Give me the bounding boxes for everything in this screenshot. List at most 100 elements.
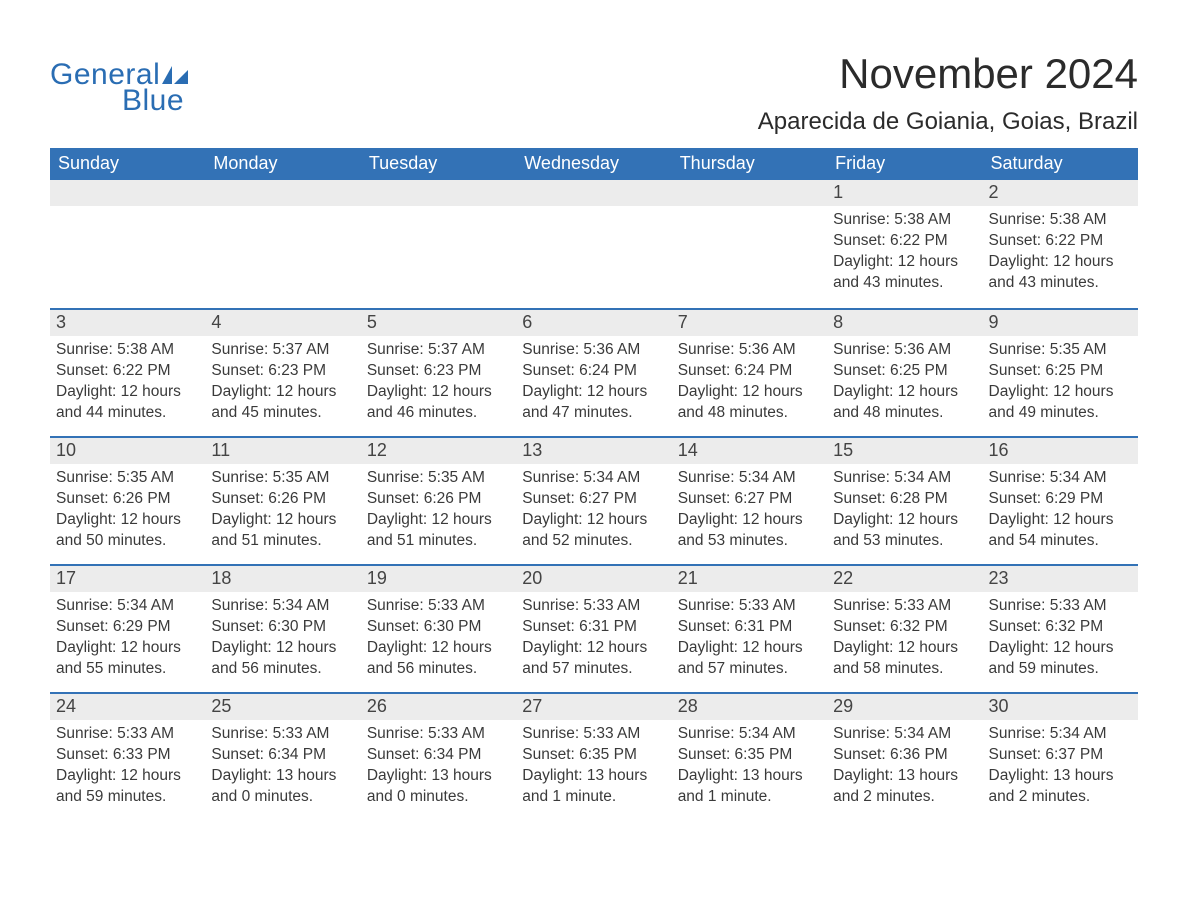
daylight-text: Daylight: 13 hours and 1 minute.	[522, 766, 665, 808]
daylight-text: Daylight: 12 hours and 43 minutes.	[833, 252, 976, 294]
sunrise-text: Sunrise: 5:34 AM	[522, 468, 665, 489]
sunset-text: Sunset: 6:34 PM	[211, 745, 354, 766]
sunrise-text: Sunrise: 5:35 AM	[367, 468, 510, 489]
day-info: Sunrise: 5:33 AMSunset: 6:31 PMDaylight:…	[516, 592, 671, 688]
brand-logo: General Blue	[50, 50, 188, 118]
daylight-text: Daylight: 12 hours and 45 minutes.	[211, 382, 354, 424]
day-cell: 29Sunrise: 5:34 AMSunset: 6:36 PMDayligh…	[827, 694, 982, 820]
sunrise-text: Sunrise: 5:33 AM	[56, 724, 199, 745]
sunset-text: Sunset: 6:27 PM	[522, 489, 665, 510]
sunrise-text: Sunrise: 5:34 AM	[211, 596, 354, 617]
day-number: 3	[50, 310, 205, 336]
day-number: 27	[516, 694, 671, 720]
day-number: 8	[827, 310, 982, 336]
day-info: Sunrise: 5:36 AMSunset: 6:25 PMDaylight:…	[827, 336, 982, 432]
sunrise-text: Sunrise: 5:36 AM	[522, 340, 665, 361]
day-number: 9	[983, 310, 1138, 336]
day-number: 7	[672, 310, 827, 336]
daylight-text: Daylight: 12 hours and 50 minutes.	[56, 510, 199, 552]
sunrise-text: Sunrise: 5:36 AM	[833, 340, 976, 361]
day-cell: 9Sunrise: 5:35 AMSunset: 6:25 PMDaylight…	[983, 310, 1138, 436]
week-row: 24Sunrise: 5:33 AMSunset: 6:33 PMDayligh…	[50, 692, 1138, 820]
daylight-text: Daylight: 12 hours and 53 minutes.	[833, 510, 976, 552]
day-info: Sunrise: 5:34 AMSunset: 6:27 PMDaylight:…	[672, 464, 827, 560]
daylight-text: Daylight: 12 hours and 58 minutes.	[833, 638, 976, 680]
daylight-text: Daylight: 12 hours and 43 minutes.	[989, 252, 1132, 294]
sunset-text: Sunset: 6:32 PM	[989, 617, 1132, 638]
day-info: Sunrise: 5:35 AMSunset: 6:26 PMDaylight:…	[205, 464, 360, 560]
day-info: Sunrise: 5:34 AMSunset: 6:29 PMDaylight:…	[983, 464, 1138, 560]
sunrise-text: Sunrise: 5:38 AM	[989, 210, 1132, 231]
day-number: 30	[983, 694, 1138, 720]
daylight-text: Daylight: 12 hours and 59 minutes.	[56, 766, 199, 808]
sunrise-text: Sunrise: 5:34 AM	[56, 596, 199, 617]
day-info: Sunrise: 5:37 AMSunset: 6:23 PMDaylight:…	[361, 336, 516, 432]
day-number: 15	[827, 438, 982, 464]
sunrise-text: Sunrise: 5:38 AM	[833, 210, 976, 231]
day-info: Sunrise: 5:33 AMSunset: 6:33 PMDaylight:…	[50, 720, 205, 816]
day-number: 12	[361, 438, 516, 464]
day-cell	[516, 180, 671, 308]
daylight-text: Daylight: 13 hours and 0 minutes.	[211, 766, 354, 808]
week-row: 3Sunrise: 5:38 AMSunset: 6:22 PMDaylight…	[50, 308, 1138, 436]
dayname-sun: Sunday	[50, 148, 205, 180]
sunrise-text: Sunrise: 5:33 AM	[522, 596, 665, 617]
sunset-text: Sunset: 6:32 PM	[833, 617, 976, 638]
day-cell: 30Sunrise: 5:34 AMSunset: 6:37 PMDayligh…	[983, 694, 1138, 820]
day-number: 5	[361, 310, 516, 336]
day-cell: 26Sunrise: 5:33 AMSunset: 6:34 PMDayligh…	[361, 694, 516, 820]
day-cell: 15Sunrise: 5:34 AMSunset: 6:28 PMDayligh…	[827, 438, 982, 564]
sunset-text: Sunset: 6:29 PM	[989, 489, 1132, 510]
day-number: 28	[672, 694, 827, 720]
brand-blue: Blue	[122, 84, 184, 118]
day-info: Sunrise: 5:35 AMSunset: 6:25 PMDaylight:…	[983, 336, 1138, 432]
daylight-text: Daylight: 13 hours and 1 minute.	[678, 766, 821, 808]
sunset-text: Sunset: 6:22 PM	[989, 231, 1132, 252]
sunset-text: Sunset: 6:26 PM	[367, 489, 510, 510]
daylight-text: Daylight: 12 hours and 47 minutes.	[522, 382, 665, 424]
day-cell: 21Sunrise: 5:33 AMSunset: 6:31 PMDayligh…	[672, 566, 827, 692]
day-number: 25	[205, 694, 360, 720]
day-number: 23	[983, 566, 1138, 592]
daylight-text: Daylight: 12 hours and 48 minutes.	[678, 382, 821, 424]
month-title: November 2024	[758, 50, 1138, 98]
sunset-text: Sunset: 6:30 PM	[367, 617, 510, 638]
day-number: 16	[983, 438, 1138, 464]
sunrise-text: Sunrise: 5:34 AM	[989, 724, 1132, 745]
day-cell	[361, 180, 516, 308]
day-cell: 27Sunrise: 5:33 AMSunset: 6:35 PMDayligh…	[516, 694, 671, 820]
day-info: Sunrise: 5:33 AMSunset: 6:30 PMDaylight:…	[361, 592, 516, 688]
day-info: Sunrise: 5:34 AMSunset: 6:28 PMDaylight:…	[827, 464, 982, 560]
day-info: Sunrise: 5:34 AMSunset: 6:37 PMDaylight:…	[983, 720, 1138, 816]
daylight-text: Daylight: 12 hours and 49 minutes.	[989, 382, 1132, 424]
weeks-container: 1Sunrise: 5:38 AMSunset: 6:22 PMDaylight…	[50, 180, 1138, 820]
daylight-text: Daylight: 12 hours and 48 minutes.	[833, 382, 976, 424]
daylight-text: Daylight: 12 hours and 51 minutes.	[211, 510, 354, 552]
daylight-text: Daylight: 12 hours and 56 minutes.	[211, 638, 354, 680]
day-info: Sunrise: 5:34 AMSunset: 6:36 PMDaylight:…	[827, 720, 982, 816]
daylight-text: Daylight: 12 hours and 57 minutes.	[522, 638, 665, 680]
day-number	[361, 180, 516, 206]
day-info: Sunrise: 5:33 AMSunset: 6:32 PMDaylight:…	[983, 592, 1138, 688]
day-cell: 10Sunrise: 5:35 AMSunset: 6:26 PMDayligh…	[50, 438, 205, 564]
day-cell: 19Sunrise: 5:33 AMSunset: 6:30 PMDayligh…	[361, 566, 516, 692]
sunrise-text: Sunrise: 5:34 AM	[989, 468, 1132, 489]
header: General Blue November 2024 Aparecida de …	[50, 50, 1138, 136]
sunset-text: Sunset: 6:35 PM	[522, 745, 665, 766]
day-info: Sunrise: 5:35 AMSunset: 6:26 PMDaylight:…	[50, 464, 205, 560]
day-cell: 17Sunrise: 5:34 AMSunset: 6:29 PMDayligh…	[50, 566, 205, 692]
day-cell	[205, 180, 360, 308]
day-cell: 22Sunrise: 5:33 AMSunset: 6:32 PMDayligh…	[827, 566, 982, 692]
dayname-tue: Tuesday	[361, 148, 516, 180]
daylight-text: Daylight: 12 hours and 55 minutes.	[56, 638, 199, 680]
sunset-text: Sunset: 6:25 PM	[989, 361, 1132, 382]
day-info: Sunrise: 5:33 AMSunset: 6:35 PMDaylight:…	[516, 720, 671, 816]
day-number	[50, 180, 205, 206]
sunset-text: Sunset: 6:23 PM	[211, 361, 354, 382]
sunrise-text: Sunrise: 5:33 AM	[367, 596, 510, 617]
title-block: November 2024 Aparecida de Goiania, Goia…	[758, 50, 1138, 136]
sunrise-text: Sunrise: 5:35 AM	[56, 468, 199, 489]
daylight-text: Daylight: 12 hours and 59 minutes.	[989, 638, 1132, 680]
dayname-mon: Monday	[205, 148, 360, 180]
daylight-text: Daylight: 13 hours and 2 minutes.	[989, 766, 1132, 808]
